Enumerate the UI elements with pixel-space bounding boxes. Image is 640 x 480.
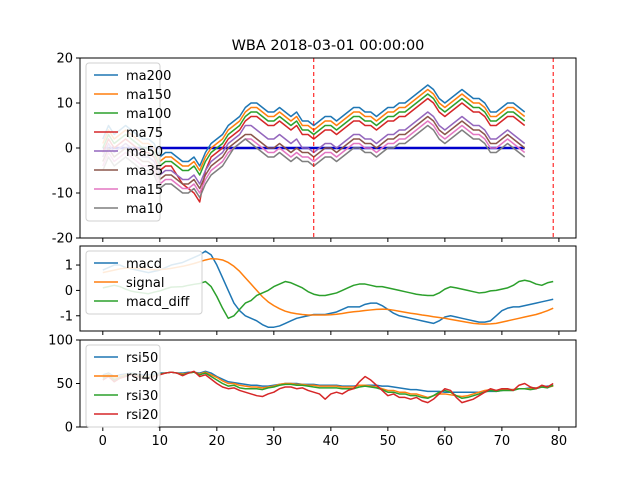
x-tick-label: 40 [323,434,340,449]
legend-label-ma200: ma200 [126,69,171,84]
y-tick-label: 1 [65,259,73,274]
series-line-rsi20 [102,370,554,404]
legend-box [85,344,161,428]
legend-label-signal: signal [126,276,164,291]
legend: ma200 ma150 ma100 ma75 ma50 ma35 ma15 ma10 [85,62,171,222]
plot-area [102,370,554,404]
y-tick-label: -1 [60,309,73,324]
legend-box [85,62,161,222]
y-tick-label: 50 [56,377,73,392]
y-tick-label: -20 [52,232,73,247]
series-line-rsi50 [102,370,554,393]
panel-1: -20-1001020ma200ma150ma100ma75ma50ma35ma… [52,52,577,247]
x-tick-label: 30 [266,434,283,449]
x-tick-label: 10 [152,434,169,449]
y-tick-label: 20 [56,52,73,67]
legend-label-macd: macd [126,257,162,272]
x-tick-label: 20 [209,434,226,449]
chart-title: WBA 2018-03-01 00:00:00 [232,38,425,54]
legend-box [85,250,203,315]
legend-label-rsi20: rsi20 [126,408,158,423]
y-tick-label: 0 [65,421,73,436]
legend-label-ma100: ma100 [126,107,171,122]
legend-label-ma50: ma50 [126,145,163,160]
y-tick-label: 0 [65,284,73,299]
legend-label-ma10: ma10 [126,202,163,217]
legend-label-rsi30: rsi30 [126,389,158,404]
x-tick-label: 50 [380,434,397,449]
y-tick-label: 10 [56,97,73,112]
y-tick-label: 100 [48,334,73,349]
legend-label-rsi50: rsi50 [126,351,158,366]
x-tick-label: 0 [99,434,107,449]
legend: rsi50 rsi40 rsi30 rsi20 [85,344,161,428]
series-line-ma100 [102,93,526,176]
y-tick-label: 0 [65,142,73,157]
legend: macd signal macd_diff [85,250,203,315]
panel-2: -1 0 1 macd signal macd_diff [60,245,577,335]
x-tick-label: 70 [494,434,511,449]
x-tick-label: 80 [551,434,568,449]
legend-label-ma150: ma150 [126,88,171,103]
legend-label-rsi40: rsi40 [126,370,158,385]
legend-label-ma35: ma35 [126,164,163,179]
legend-label-ma15: ma15 [126,183,163,198]
legend-label-ma75: ma75 [126,126,163,141]
y-tick-label: -10 [52,187,73,202]
axes-frame [79,245,577,332]
series-line-ma200 [102,84,526,167]
x-tick-label: 60 [437,434,454,449]
legend-label-macd_diff: macd_diff [126,295,190,310]
series-line-ma15 [102,120,526,194]
